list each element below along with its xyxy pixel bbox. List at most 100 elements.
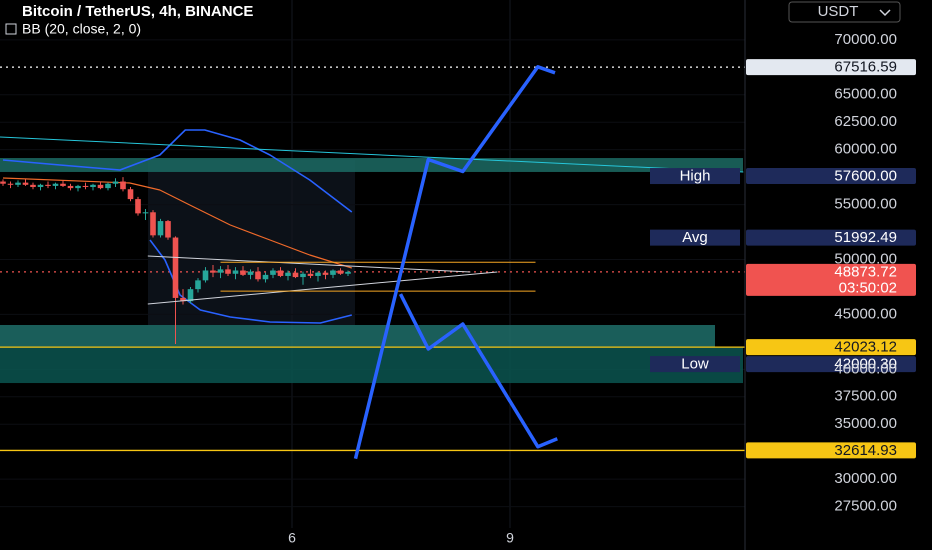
candle-body — [300, 273, 306, 278]
price-label: 42023.12 — [834, 339, 897, 356]
candle-body — [127, 189, 134, 200]
x-tick-label: 6 — [288, 530, 296, 546]
candle-body — [330, 270, 336, 275]
currency-button[interactable] — [788, 1, 901, 23]
candle-body — [262, 274, 269, 280]
chart-title: Bitcoin / TetherUS, 4h, BINANCE — [22, 3, 253, 20]
price-label: 48873.72 — [834, 263, 897, 280]
candle-body — [225, 269, 231, 274]
candle-body — [120, 181, 126, 190]
line-series — [398, 293, 558, 449]
x-tick-label: 9 — [506, 530, 514, 546]
candle-body — [270, 270, 276, 275]
dropdown-arrow — [879, 9, 891, 17]
zone — [0, 158, 743, 172]
line-series — [2, 177, 352, 269]
candle-body — [172, 237, 179, 298]
candle-body — [195, 280, 201, 290]
price-label-box — [746, 356, 916, 373]
candle-body — [82, 185, 89, 188]
plot-area — [0, 0, 745, 528]
y-tick-label: 62500.00 — [834, 113, 897, 130]
price-label-box — [746, 339, 916, 356]
candle-body — [30, 184, 36, 188]
candle-body — [277, 270, 284, 276]
candle-body — [345, 271, 351, 274]
line-series — [149, 239, 352, 324]
candle-body — [112, 181, 119, 184]
candle-body — [37, 184, 44, 188]
zone — [0, 347, 743, 384]
tag-box — [650, 356, 740, 373]
candle-body — [15, 182, 21, 185]
candle-body — [22, 182, 29, 185]
pattern-box — [148, 160, 355, 325]
indicator-icon — [5, 23, 17, 35]
candle-body — [202, 270, 209, 281]
candle-body — [322, 272, 329, 275]
candle-body — [45, 184, 51, 186]
tag-label: Avg — [682, 229, 708, 246]
countdown-label: 03:50:02 — [839, 279, 897, 296]
indicator-label: BB (20, close, 2, 0) — [22, 21, 141, 37]
price-label-box — [746, 229, 916, 246]
candle-body — [315, 272, 321, 276]
candle-body — [187, 289, 194, 302]
y-tick-label: 60000.00 — [834, 141, 897, 158]
candle-body — [307, 273, 314, 276]
currency-label[interactable]: USDT — [818, 3, 859, 20]
price-label: 57600.00 — [834, 168, 897, 185]
y-tick-label: 30000.00 — [834, 470, 897, 487]
candle-body — [165, 221, 171, 238]
y-tick-label: 55000.00 — [834, 196, 897, 213]
line-series — [353, 65, 556, 460]
line-series — [147, 271, 498, 305]
tag-box — [650, 168, 740, 185]
line-series — [147, 255, 471, 273]
candle-body — [75, 185, 81, 189]
price-label-box — [746, 59, 916, 76]
zone — [0, 325, 715, 348]
candle-body — [240, 270, 246, 275]
line-series — [0, 136, 744, 173]
candle-body — [255, 271, 261, 280]
y-tick-label: 50000.00 — [834, 250, 897, 267]
candle-body — [292, 272, 299, 278]
y-tick-label: 40000.00 — [834, 360, 897, 377]
candle-body — [150, 212, 156, 236]
candle-body — [285, 272, 291, 276]
candle-body — [60, 183, 66, 186]
y-tick-label: 70000.00 — [834, 31, 897, 48]
overlay: 67516.59 57600.00 High 51992.49 Avg 48873.720… — [650, 59, 916, 459]
candle-body — [337, 270, 344, 274]
price-label-box — [746, 168, 916, 185]
candle-body — [210, 270, 216, 273]
candle-body — [0, 181, 6, 184]
tag-label: High — [680, 168, 711, 185]
tag-label: Low — [681, 356, 709, 373]
candle-body — [142, 212, 149, 214]
price-label-box — [746, 442, 916, 459]
candle-body — [7, 183, 14, 185]
price-label: 32614.93 — [834, 442, 897, 459]
price-label: 67516.59 — [834, 59, 897, 76]
y-tick-label: 37500.00 — [834, 388, 897, 405]
candle-body — [97, 184, 104, 189]
y-tick-label: 27500.00 — [834, 498, 897, 515]
price-label: 51992.49 — [834, 229, 897, 246]
candle-body — [217, 269, 224, 273]
candle-body — [180, 297, 186, 302]
price-label: 42000.30 — [834, 356, 897, 373]
y-tick-label: 35000.00 — [834, 415, 897, 432]
candle-body — [247, 271, 254, 275]
candle-body — [67, 185, 74, 189]
candle-body — [135, 199, 141, 214]
y-tick-label: 45000.00 — [834, 305, 897, 322]
candle-body — [105, 183, 111, 189]
candle-body — [232, 270, 239, 274]
candle-body — [52, 183, 59, 186]
candle-body — [157, 221, 164, 236]
y-tick-label: 65000.00 — [834, 86, 897, 103]
candle-body — [90, 184, 96, 188]
